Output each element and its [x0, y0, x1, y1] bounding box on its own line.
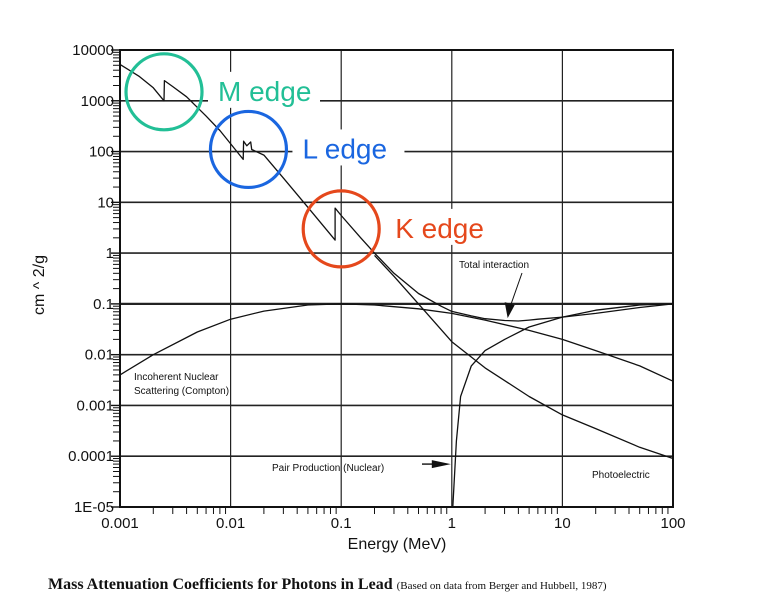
l-edge-circle [208, 109, 289, 190]
annotation-total-interaction: Total interaction [459, 260, 529, 271]
series-incoherent-nuclear-scattering-compton [119, 303, 674, 382]
y-tick-label: 0.0001 [68, 448, 114, 465]
k-edge-circle [301, 189, 381, 269]
x-tick-label: 0.01 [216, 515, 245, 532]
x-tick-label: 100 [660, 515, 685, 532]
total-arrow-head [504, 302, 515, 319]
m-edge-label-bg [208, 71, 321, 108]
k-edge-label: K edge [395, 213, 484, 244]
l-edge-label-bg [292, 129, 405, 166]
figure-caption: Mass Attenuation Coefficients for Photon… [48, 576, 607, 594]
caption-title: Mass Attenuation Coefficients for Photon… [48, 576, 393, 593]
total-label-bg [455, 258, 555, 272]
annotation-arrows [422, 272, 523, 469]
m-edge-label: M edge [218, 76, 311, 107]
minor-ticks [111, 49, 669, 514]
caption-source: (Based on data from Berger and Hubbell, … [396, 580, 607, 592]
x-axis-title: Energy (MeV) [348, 536, 447, 553]
y-tick-label: 0.1 [93, 296, 114, 313]
annotations: Total interaction Incoherent Nuclear Sca… [134, 258, 650, 481]
x-tick-label: 10 [554, 515, 571, 532]
x-tick-label: 0.1 [331, 515, 352, 532]
y-tick-label: 1 [106, 245, 114, 262]
y-tick-label: 1000 [81, 93, 114, 110]
annotation-pair-production: Pair Production (Nuclear) [272, 463, 384, 474]
y-tick-label: 1E-05 [74, 499, 114, 516]
x-tick-label: 0.001 [101, 515, 139, 532]
x-tick-labels: 0.001 0.01 0.1 1 10 100 [101, 515, 685, 532]
y-tick-label: 0.001 [76, 397, 114, 414]
series-total-interaction [119, 63, 674, 322]
total-arrow-shaft [509, 272, 523, 309]
annotation-photoelectric: Photoelectric [592, 470, 650, 481]
annotation-compton-line1: Incoherent Nuclear [134, 372, 219, 383]
plot-frame [119, 49, 674, 508]
series-photoelectric [374, 254, 674, 460]
k-edge-label-bg [385, 208, 498, 245]
pair-arrow-head [431, 460, 451, 469]
series-group [119, 63, 674, 508]
series-pair-production-nuclear [452, 303, 674, 508]
y-tick-label: 10000 [72, 42, 114, 59]
y-tick-labels: 10000 1000 100 10 1 0.1 0.01 0.001 0.0001 1E-05 [68, 42, 114, 516]
m-edge-circle [124, 52, 204, 132]
y-tick-label: 10 [97, 194, 114, 211]
y-tick-label: 100 [89, 144, 114, 161]
x-tick-label: 1 [448, 515, 456, 532]
y-axis-title: cm ^ 2/g [31, 255, 48, 315]
edge-markers: M edge L edge K edge [124, 52, 498, 269]
l-edge-label: L edge [302, 133, 387, 164]
annotation-compton-line2: Scattering (Compton) [134, 386, 229, 397]
y-tick-label: 0.01 [85, 347, 114, 364]
